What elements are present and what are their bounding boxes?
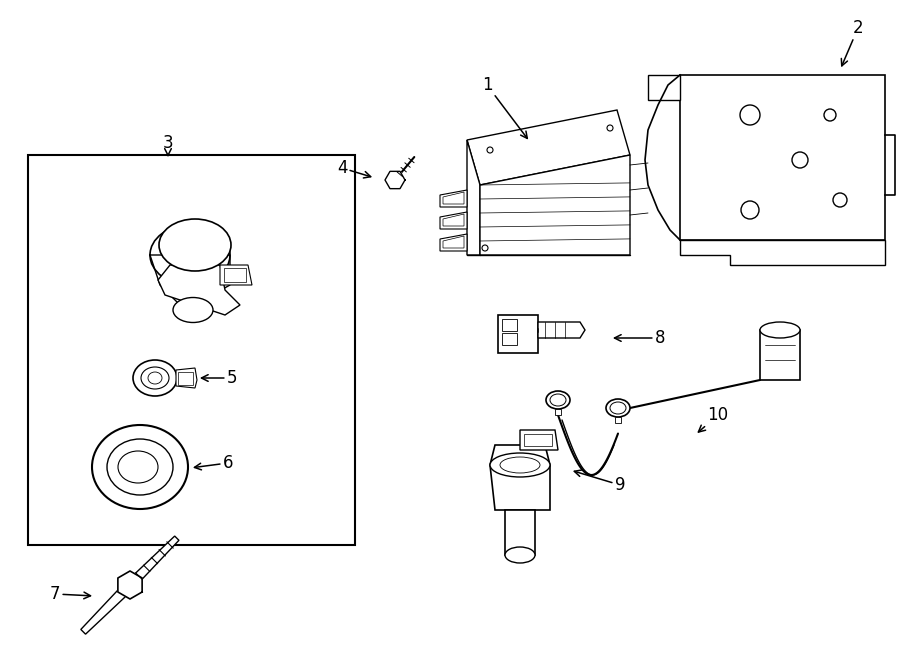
Polygon shape (176, 368, 197, 388)
Bar (224, 268, 246, 282)
Circle shape (607, 125, 613, 131)
Polygon shape (440, 212, 467, 229)
Polygon shape (680, 240, 885, 265)
Polygon shape (135, 536, 179, 580)
Text: 10: 10 (698, 406, 729, 432)
Polygon shape (615, 417, 621, 423)
Polygon shape (158, 265, 240, 315)
Circle shape (792, 152, 808, 168)
Bar (498, 315, 538, 353)
Ellipse shape (107, 439, 173, 495)
Polygon shape (443, 236, 464, 248)
Ellipse shape (760, 322, 800, 338)
Ellipse shape (150, 225, 230, 285)
Circle shape (487, 147, 493, 153)
Bar (28, 155, 355, 545)
Ellipse shape (173, 297, 213, 323)
Polygon shape (467, 110, 630, 185)
Polygon shape (118, 571, 142, 599)
Circle shape (824, 109, 836, 121)
Polygon shape (440, 190, 467, 207)
Polygon shape (490, 445, 550, 510)
Polygon shape (520, 430, 558, 450)
Polygon shape (505, 510, 535, 555)
Text: 7: 7 (50, 585, 91, 603)
Ellipse shape (141, 367, 169, 389)
Bar (178, 372, 193, 385)
Ellipse shape (550, 394, 566, 406)
Ellipse shape (133, 360, 177, 396)
Text: 2: 2 (842, 19, 863, 66)
Ellipse shape (148, 372, 162, 384)
Bar (760, 330, 800, 380)
Polygon shape (440, 234, 467, 251)
Ellipse shape (490, 453, 550, 477)
Ellipse shape (505, 547, 535, 563)
Circle shape (740, 105, 760, 125)
Bar (502, 333, 517, 345)
Polygon shape (538, 322, 585, 338)
Circle shape (741, 201, 759, 219)
Text: 5: 5 (202, 369, 238, 387)
Polygon shape (220, 265, 252, 285)
Bar (524, 434, 552, 446)
Text: 9: 9 (574, 470, 626, 494)
Ellipse shape (159, 219, 231, 271)
Text: 8: 8 (615, 329, 665, 347)
Ellipse shape (610, 402, 626, 414)
Circle shape (833, 193, 847, 207)
Polygon shape (443, 214, 464, 226)
Polygon shape (81, 590, 126, 634)
Polygon shape (648, 75, 680, 100)
Text: 6: 6 (194, 454, 233, 472)
Polygon shape (467, 140, 480, 255)
Polygon shape (480, 155, 630, 255)
Polygon shape (385, 171, 405, 188)
Bar (502, 319, 517, 331)
Text: 3: 3 (163, 134, 174, 155)
Ellipse shape (546, 391, 570, 409)
Polygon shape (443, 192, 464, 204)
Text: 4: 4 (337, 159, 371, 178)
Ellipse shape (92, 425, 188, 509)
Ellipse shape (118, 451, 158, 483)
Polygon shape (680, 75, 885, 240)
Circle shape (482, 245, 488, 251)
Text: 1: 1 (482, 76, 527, 138)
Ellipse shape (606, 399, 630, 417)
Polygon shape (555, 409, 561, 415)
Ellipse shape (500, 457, 540, 473)
